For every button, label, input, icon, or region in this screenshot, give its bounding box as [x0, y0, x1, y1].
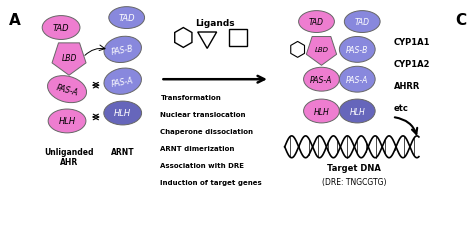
Text: C: C — [456, 12, 466, 27]
Ellipse shape — [303, 68, 339, 92]
Polygon shape — [52, 44, 86, 76]
Text: TAD: TAD — [309, 18, 324, 27]
Ellipse shape — [299, 12, 334, 33]
Text: CYP1A2: CYP1A2 — [394, 59, 430, 69]
Text: Target DNA: Target DNA — [328, 163, 381, 172]
Bar — [229, 29, 247, 47]
Ellipse shape — [48, 110, 86, 133]
Ellipse shape — [339, 100, 375, 123]
Text: HLH: HLH — [58, 117, 76, 126]
Text: TAD: TAD — [53, 24, 69, 33]
Text: AHRR: AHRR — [394, 81, 420, 90]
Ellipse shape — [42, 17, 80, 40]
Text: A: A — [9, 12, 21, 27]
Text: PAS-B: PAS-B — [111, 44, 135, 57]
Text: LBD: LBD — [61, 54, 77, 63]
Ellipse shape — [104, 37, 141, 63]
Text: Association with DRE: Association with DRE — [161, 162, 245, 168]
Ellipse shape — [47, 76, 87, 103]
Text: HLH: HLH — [314, 107, 329, 116]
Polygon shape — [306, 37, 337, 66]
Text: etc: etc — [394, 103, 409, 112]
Text: (DRE: TNGCGTG): (DRE: TNGCGTG) — [322, 177, 386, 186]
Text: TAD: TAD — [355, 18, 370, 27]
Ellipse shape — [339, 37, 375, 63]
Ellipse shape — [104, 102, 142, 125]
Text: HLH: HLH — [349, 107, 365, 116]
Text: Chaperone dissociation: Chaperone dissociation — [161, 128, 254, 134]
Text: PAS-A: PAS-A — [111, 76, 135, 88]
Ellipse shape — [344, 12, 380, 33]
Text: Induction of target genes: Induction of target genes — [161, 179, 262, 185]
Text: ARNT: ARNT — [111, 147, 135, 156]
Text: TAD: TAD — [118, 14, 135, 23]
Text: Ligands: Ligands — [195, 19, 235, 27]
Text: ARNT dimerization: ARNT dimerization — [161, 145, 235, 151]
Text: PAS-A: PAS-A — [346, 75, 368, 84]
Text: PAS-B: PAS-B — [346, 46, 368, 55]
Ellipse shape — [339, 67, 375, 93]
Text: PAS-A: PAS-A — [310, 75, 333, 84]
Text: LBD: LBD — [314, 47, 328, 53]
Ellipse shape — [104, 69, 141, 95]
Text: HLH: HLH — [114, 109, 131, 118]
FancyArrowPatch shape — [395, 118, 417, 134]
Ellipse shape — [109, 8, 145, 29]
Text: Nuclear translocation: Nuclear translocation — [161, 111, 246, 118]
Text: Transformation: Transformation — [161, 95, 221, 101]
Text: Unliganded
AHR: Unliganded AHR — [44, 147, 94, 166]
Text: CYP1A1: CYP1A1 — [394, 38, 430, 47]
Text: PAS-A: PAS-A — [55, 83, 79, 97]
Ellipse shape — [303, 100, 339, 123]
